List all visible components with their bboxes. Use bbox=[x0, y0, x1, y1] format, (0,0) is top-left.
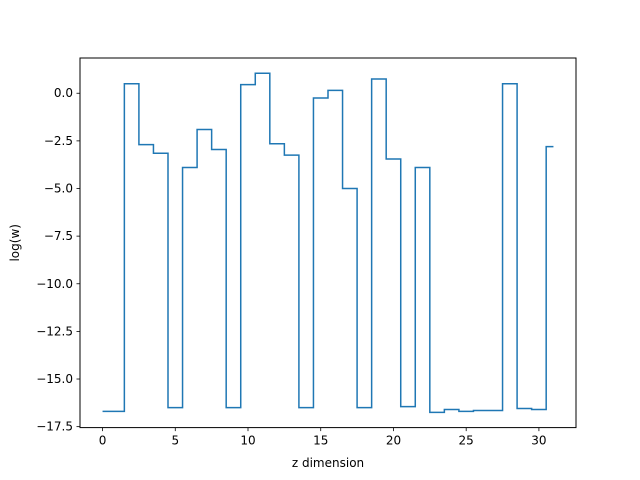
y-tick-label: −12.5 bbox=[36, 324, 73, 338]
y-axis-ticks: 0.0 −2.5 −5.0 −7.5 −10.0 −12.5 −15.0 −17.5 bbox=[36, 86, 80, 434]
x-tick-label: 0 bbox=[99, 434, 107, 448]
y-tick-label: 0.0 bbox=[54, 86, 73, 100]
x-tick-label: 25 bbox=[459, 434, 474, 448]
y-tick-label: −17.5 bbox=[36, 420, 73, 434]
series-line bbox=[102, 72, 554, 414]
x-tick-label: 10 bbox=[240, 434, 255, 448]
y-tick-label: −15.0 bbox=[36, 372, 73, 386]
plot-frame bbox=[79, 57, 577, 429]
series-layer bbox=[102, 72, 554, 414]
x-tick-label: 15 bbox=[313, 434, 328, 448]
y-tick-label: −10.0 bbox=[36, 277, 73, 291]
y-tick-label: −2.5 bbox=[44, 134, 73, 148]
y-tick-label: −5.0 bbox=[44, 182, 73, 196]
x-tick-label: 30 bbox=[531, 434, 546, 448]
x-axis-ticks: 0 5 10 15 20 25 30 bbox=[99, 427, 547, 448]
x-tick-label: 20 bbox=[386, 434, 401, 448]
x-tick-label: 5 bbox=[171, 434, 179, 448]
y-tick-label: −7.5 bbox=[44, 229, 73, 243]
y-axis-label: log(w) bbox=[8, 224, 22, 261]
x-axis-label: z dimension bbox=[292, 456, 364, 470]
